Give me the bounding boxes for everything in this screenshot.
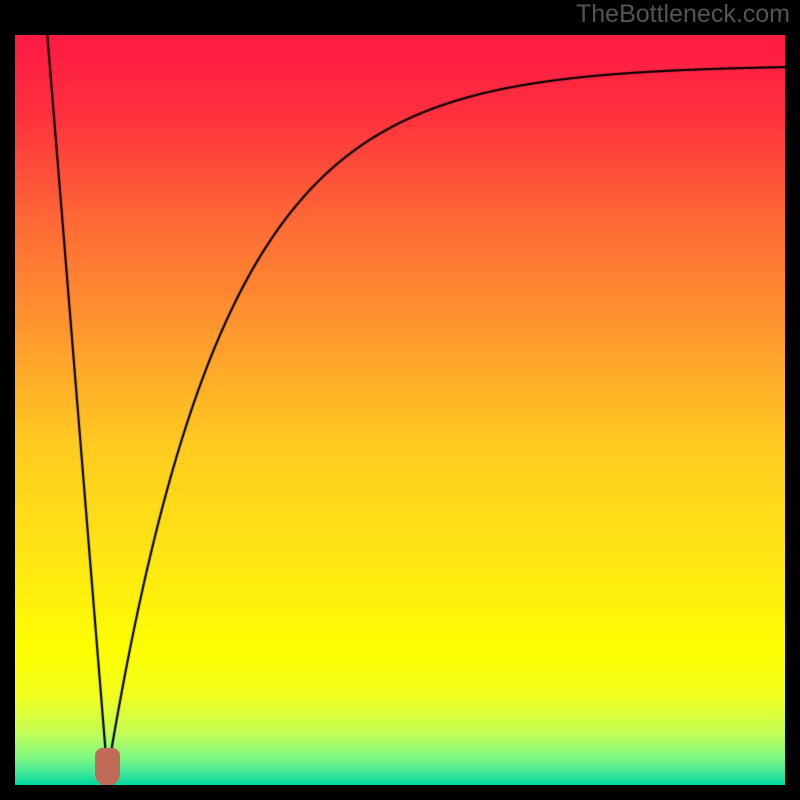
watermark-label: TheBottleneck.com bbox=[576, 0, 790, 29]
chart-container: TheBottleneck.com bbox=[0, 0, 800, 800]
plot-area bbox=[15, 35, 785, 785]
optimum-marker bbox=[95, 748, 120, 785]
bottleneck-curve bbox=[15, 35, 785, 785]
plot-border bbox=[10, 30, 790, 790]
